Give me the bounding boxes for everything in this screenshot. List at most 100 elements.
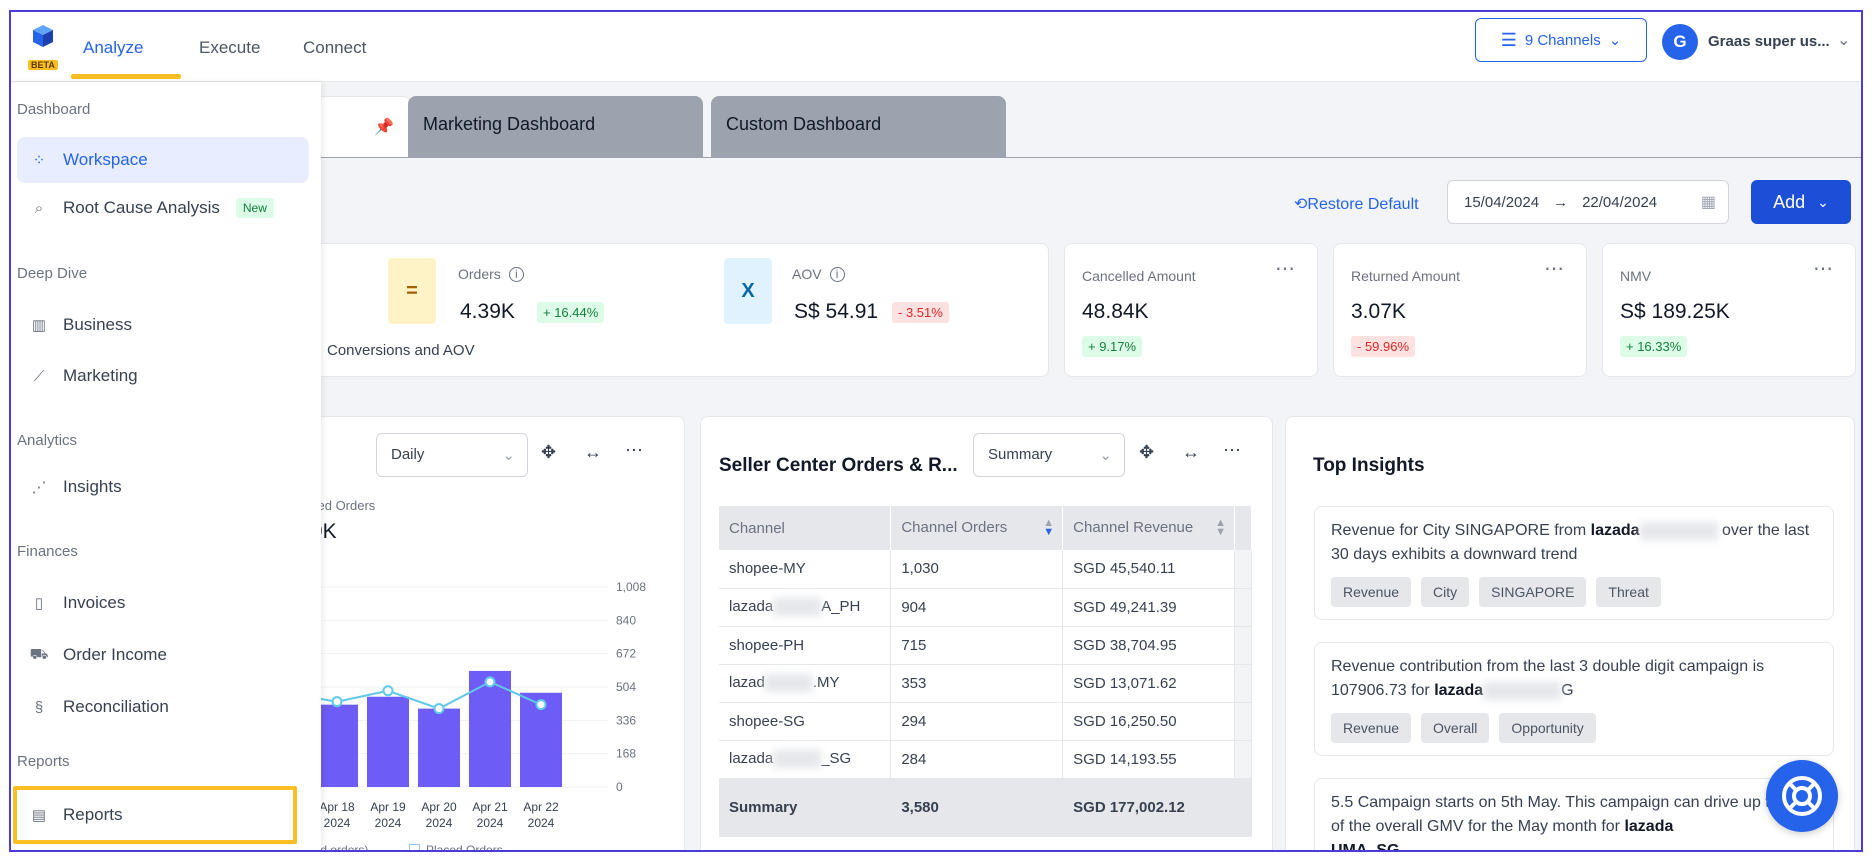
more-icon[interactable]: ⋯ bbox=[625, 440, 643, 460]
legend-placed-orders[interactable]: Placed Orders bbox=[409, 843, 503, 850]
scrollbar-track[interactable] bbox=[1234, 702, 1253, 741]
table-row[interactable]: shopee-MY 1,030 SGD 45,540.11 bbox=[719, 550, 1253, 589]
x-tick-label: Apr 20 bbox=[421, 800, 457, 814]
scrollbar-track[interactable] bbox=[1234, 740, 1253, 779]
equals-operator: = bbox=[388, 258, 436, 324]
col-channel-revenue[interactable]: Channel Revenue ▲ ▼ bbox=[1062, 506, 1235, 550]
summary-cell: Summary bbox=[719, 778, 892, 837]
date-range-picker[interactable]: 15/04/2024 → 22/04/2024 ▦ bbox=[1447, 180, 1729, 224]
insight-tags: Revenue Overall Opportunity bbox=[1331, 713, 1817, 743]
insight-tag[interactable]: Opportunity bbox=[1499, 713, 1596, 743]
table-row[interactable]: shopee-PH 715 SGD 38,704.95 bbox=[719, 626, 1253, 665]
sidebar-item-reports[interactable]: ▤ Reports bbox=[13, 786, 297, 844]
returned-delta: - 59.96% bbox=[1351, 336, 1416, 357]
tab-marketing-dashboard[interactable]: Marketing Dashboard bbox=[408, 96, 703, 158]
table-row[interactable]: shopee-SG 294 SGD 16,250.50 bbox=[719, 702, 1253, 741]
chart-line bbox=[291, 680, 542, 710]
pin-icon[interactable]: 📌 bbox=[374, 119, 394, 136]
help-button[interactable] bbox=[1766, 760, 1838, 832]
insight-tag[interactable]: Overall bbox=[1421, 713, 1490, 743]
resize-horizontal-icon[interactable]: ↔ bbox=[584, 442, 602, 462]
user-avatar[interactable]: G bbox=[1662, 24, 1698, 60]
scrollbar-track[interactable] bbox=[1234, 550, 1253, 589]
sidebar-item-order-income[interactable]: ⛟ Order Income bbox=[17, 632, 309, 678]
insight-card[interactable]: Revenue for City SINGAPORE from lazada o… bbox=[1314, 506, 1834, 620]
reconciliation-icon: § bbox=[34, 698, 44, 716]
nav-execute[interactable]: Execute bbox=[199, 38, 261, 57]
aov-delta: - 3.51% bbox=[892, 302, 949, 323]
nav-connect[interactable]: Connect bbox=[303, 38, 367, 57]
sidebar-item-root-cause-analysis[interactable]: ⌕ Root Cause Analysis New bbox=[17, 185, 309, 231]
add-button[interactable]: Add ⌄ bbox=[1751, 180, 1851, 224]
table-row[interactable]: lazada A_PH 904 SGD 49,241.39 bbox=[719, 588, 1253, 627]
magnifier-icon: ⌕ bbox=[34, 199, 44, 217]
cell-channel: lazada A_PH bbox=[719, 588, 892, 627]
filter-icon: ☰ bbox=[1500, 29, 1517, 50]
cube-logo-icon bbox=[33, 25, 53, 47]
scrollbar-track[interactable] bbox=[1234, 626, 1253, 665]
y-tick-label: 0 bbox=[616, 780, 623, 794]
sort-icon[interactable]: ▲ ▼ bbox=[1215, 517, 1226, 538]
more-icon[interactable]: ⋯ bbox=[1275, 258, 1296, 280]
calendar-icon: ▦ bbox=[1700, 194, 1716, 211]
channels-filter-button[interactable]: ☰ 9 Channels ⌄ bbox=[1475, 18, 1647, 62]
report-icon: ▤ bbox=[31, 807, 47, 824]
move-icon[interactable]: ✥ bbox=[541, 442, 557, 462]
chevron-down-icon: ⌄ bbox=[502, 447, 515, 464]
sidebar-item-business[interactable]: ▥ Business bbox=[17, 302, 309, 348]
sidebar-item-reconciliation[interactable]: § Reconciliation bbox=[17, 684, 309, 730]
sidebar-item-label: Insights bbox=[63, 477, 122, 496]
insight-tag[interactable]: City bbox=[1421, 577, 1470, 607]
insight-tag[interactable]: Revenue bbox=[1331, 713, 1412, 743]
sort-icon[interactable]: ▲ ▼ bbox=[1043, 517, 1055, 538]
cancelled-amount-card: Cancelled Amount ⋯ 48.84K + 9.17% bbox=[1064, 243, 1318, 377]
scrollbar-header bbox=[1234, 506, 1253, 550]
insight-tag[interactable]: Revenue bbox=[1331, 577, 1412, 607]
nav-analyze[interactable]: Analyze bbox=[83, 38, 144, 57]
col-channel-orders[interactable]: Channel Orders ▲ ▼ bbox=[890, 506, 1064, 550]
channel-name: lazada bbox=[729, 597, 774, 615]
resize-horizontal-icon[interactable]: ↔ bbox=[1182, 442, 1200, 462]
user-menu-chevron-icon[interactable]: ⌄ bbox=[1837, 32, 1851, 49]
returned-amount-card: Returned Amount ⋯ 3.07K - 59.96% bbox=[1333, 243, 1587, 377]
more-icon[interactable]: ⋯ bbox=[1813, 258, 1834, 280]
insights-icon: ⋰ bbox=[31, 479, 47, 496]
view-select[interactable]: Summary ⌄ bbox=[973, 433, 1125, 477]
section-deep-dive: Deep Dive bbox=[17, 265, 88, 282]
y-tick-label: 504 bbox=[616, 680, 636, 694]
restore-default-link[interactable]: ⟲Restore Default bbox=[1294, 194, 1419, 214]
section-reports: Reports bbox=[17, 753, 70, 770]
x-tick-label: 2024 bbox=[324, 816, 351, 830]
legend-left: aced orders) bbox=[301, 843, 369, 852]
more-icon[interactable]: ⋯ bbox=[1544, 258, 1565, 280]
sidebar-item-insights[interactable]: ⋰ Insights bbox=[17, 464, 309, 510]
nmv-value: S$ 189.25K bbox=[1620, 300, 1730, 323]
insight-tag[interactable]: SINGAPORE bbox=[1479, 577, 1587, 607]
table-row[interactable]: lazad .MY 353 SGD 13,071.62 bbox=[719, 664, 1253, 703]
info-icon[interactable]: i bbox=[829, 266, 845, 282]
app-logo[interactable]: BETA bbox=[25, 20, 59, 70]
more-icon[interactable]: ⋯ bbox=[1223, 440, 1241, 460]
user-name[interactable]: Graas super us... bbox=[1708, 33, 1830, 50]
section-dashboard: Dashboard bbox=[17, 101, 91, 118]
col-channel[interactable]: Channel bbox=[719, 506, 892, 550]
move-icon[interactable]: ✥ bbox=[1139, 442, 1155, 462]
tab-custom-dashboard[interactable]: Custom Dashboard bbox=[711, 96, 1006, 158]
insight-tag[interactable]: Threat bbox=[1596, 577, 1661, 607]
col-channel-orders-label: Channel Orders bbox=[901, 519, 1008, 536]
marketing-icon: ⟋ bbox=[33, 367, 45, 385]
sidebar-item-workspace[interactable]: ⁘ Workspace bbox=[17, 137, 309, 183]
granularity-select[interactable]: Daily ⌄ bbox=[376, 433, 528, 477]
sidebar-item-invoices[interactable]: ▯ Invoices bbox=[17, 580, 309, 626]
scrollbar-track[interactable] bbox=[1234, 664, 1253, 703]
cell-channel: lazada _SG bbox=[719, 740, 892, 779]
table-row[interactable]: lazada _SG 284 SGD 14,193.55 bbox=[719, 740, 1253, 779]
insight-card[interactable]: Revenue contribution from the last 3 dou… bbox=[1314, 642, 1834, 756]
insight-card[interactable]: 5.5 Campaign starts on 5th May. This cam… bbox=[1314, 778, 1834, 850]
sidebar-item-marketing[interactable]: ⟋ Marketing bbox=[17, 353, 309, 399]
orders-bar-chart: 1,008 840 672 504 336 168 0 Apr 18 2024 Apr 19 202… bbox=[291, 580, 646, 830]
nmv-card: NMV ⋯ S$ 189.25K + 16.33% bbox=[1602, 243, 1856, 377]
info-icon[interactable]: i bbox=[508, 266, 524, 282]
scrollbar-track[interactable] bbox=[1234, 588, 1253, 627]
insight-text-part: 5.5 Campaign starts on 5th May. This cam… bbox=[1331, 794, 1816, 835]
